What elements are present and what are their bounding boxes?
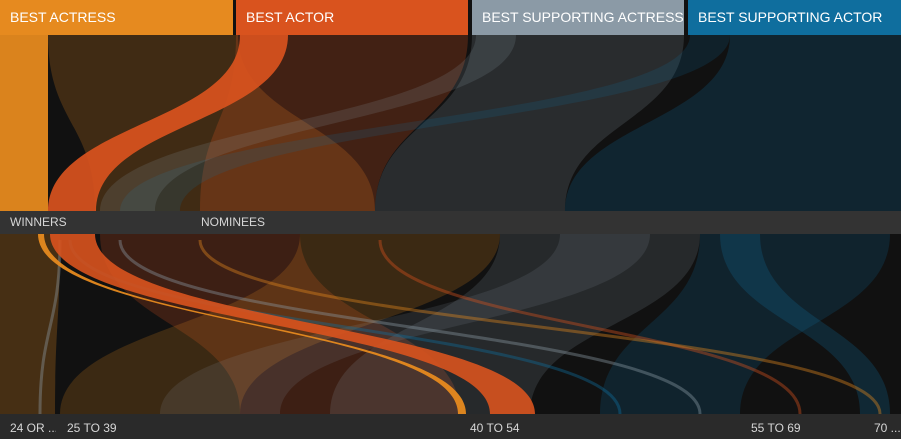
flow-thread-1 xyxy=(118,239,702,415)
category-header-best-supporting-actor[interactable]: BEST SUPPORTING ACTOR xyxy=(688,0,901,35)
flow-nominees-70-plus xyxy=(720,234,890,414)
age-group-24-or-younger[interactable]: 24 OR ... xyxy=(10,421,56,435)
flow-best-supporting-actor-nominees xyxy=(565,35,901,211)
flow-nominees-40-54-supporting-actress xyxy=(330,234,700,414)
flow-thread-3 xyxy=(198,239,882,415)
flow-winners-40-54-actress xyxy=(38,234,466,414)
age-axis-bar xyxy=(0,414,901,439)
category-header-best-supporting-actress[interactable]: BEST SUPPORTING ACTRESS xyxy=(472,0,684,35)
category-header-best-actor[interactable]: BEST ACTOR xyxy=(236,0,468,35)
flow-best-actress-nominees xyxy=(48,35,375,211)
category-header-best-actress[interactable]: BEST ACTRESS xyxy=(0,0,233,35)
outcome-label-nominees: NOMINEES xyxy=(201,215,266,229)
age-group-25-to-39[interactable]: 25 TO 39 xyxy=(67,421,117,435)
outcome-label-winners: WINNERS xyxy=(10,215,67,229)
flow-best-actor-winners xyxy=(48,35,288,211)
outcome-band xyxy=(0,211,901,234)
age-group-55-to-69[interactable]: 55 TO 69 xyxy=(751,421,801,435)
flow-thread-2 xyxy=(378,239,802,415)
flow-thread-4 xyxy=(38,239,62,415)
flow-nominees-25-39-supporting-actress xyxy=(160,234,650,414)
flow-best-actress-winners xyxy=(0,35,48,211)
flow-winners-24-younger xyxy=(0,234,60,414)
flow-winners-40-54-actor xyxy=(50,234,535,414)
age-group-70-plus[interactable]: 70 ... xyxy=(874,421,901,435)
flow-best-supporting-actor-winners xyxy=(120,35,730,211)
flow-nominees-55-69-supporting-actor xyxy=(600,234,890,414)
flow-best-supporting-actress-nominees xyxy=(375,35,684,211)
age-group-40-to-54[interactable]: 40 TO 54 xyxy=(470,421,520,435)
flow-best-supporting-actress-winners xyxy=(100,35,516,211)
